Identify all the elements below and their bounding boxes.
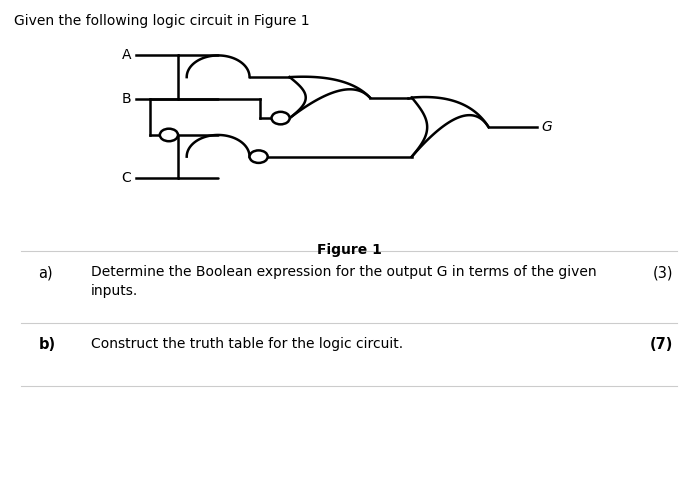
- Text: Determine the Boolean expression for the output G in terms of the given
inputs.: Determine the Boolean expression for the…: [91, 265, 596, 297]
- Text: (7): (7): [651, 337, 674, 352]
- Text: (3): (3): [653, 265, 674, 280]
- Text: G: G: [541, 120, 551, 134]
- Text: a): a): [38, 265, 53, 280]
- Text: C: C: [121, 171, 131, 186]
- Text: b): b): [38, 337, 56, 352]
- Text: Figure 1: Figure 1: [317, 243, 381, 257]
- Text: B: B: [121, 92, 131, 106]
- Text: Given the following logic circuit in Figure 1: Given the following logic circuit in Fig…: [14, 14, 310, 28]
- Circle shape: [249, 150, 267, 163]
- Circle shape: [160, 129, 178, 141]
- Circle shape: [272, 112, 290, 124]
- Text: A: A: [121, 48, 131, 63]
- Text: Construct the truth table for the logic circuit.: Construct the truth table for the logic …: [91, 337, 403, 351]
